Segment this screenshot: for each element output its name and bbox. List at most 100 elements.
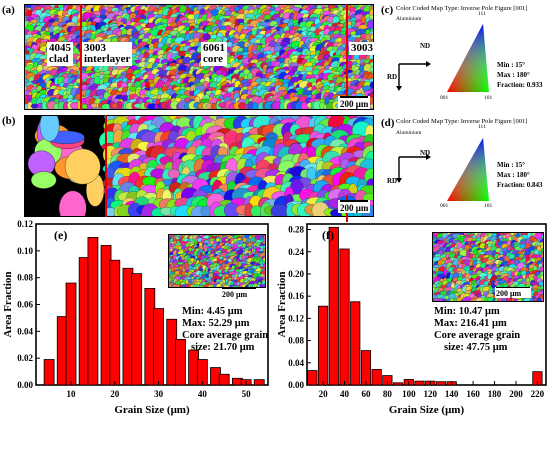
panel-a-letter: (a) [2,4,15,16]
ipf-triangle-d [447,138,489,201]
xtick-label-4: 50 [242,389,252,399]
x-axis-title: Grain Size (μm) [114,404,190,416]
bar-e-0 [43,359,55,386]
bar-e-4 [87,237,99,386]
axis-nd-d: ND [420,149,431,157]
ytick-label-0: 0.00 [17,380,33,390]
tri-label-top-d: 111 [478,124,486,130]
x-axis-title: Grain Size (μm) [389,404,465,416]
bar-f-1 [317,305,329,386]
tri-label-left-c: 001 [440,95,449,101]
xtick-label-1: 20 [110,389,120,399]
ytick-label-7: 0.28 [288,225,304,235]
panel-f-letter: (f) [322,228,334,242]
legend-d-max: Max : 180° [497,171,530,179]
interface-line-b1 [105,115,107,217]
ytick-label-1: 0.02 [17,353,33,363]
panel-e-letter: (e) [54,228,68,242]
axis-nd-c: ND [420,42,431,50]
xtick-label-9: 200 [509,389,523,399]
legend-c-max: Max : 180° [497,71,530,79]
xtick-label-0: 10 [67,389,77,399]
legend-c-min: Min : 15° [497,61,526,69]
ytick-label-5: 0.10 [17,246,33,256]
ytick-label-3: 0.12 [288,313,304,323]
bar-e-2 [65,282,77,386]
legend-c-material: Aluminium [396,16,422,22]
ytick-label-2: 0.08 [288,336,304,346]
bar-f-4 [350,301,361,386]
region-label-core: 6061 core [201,42,227,66]
panel-b-letter: (b) [2,115,16,127]
axis-rd-c: RD [387,73,398,81]
axes-icon-d [396,154,431,183]
grain-texture [98,116,373,216]
ytick-label-4: 0.16 [288,291,304,301]
bar-e-6 [109,259,121,386]
ytick-label-2: 0.04 [17,326,33,336]
xtick-label-3: 80 [383,389,393,399]
ytick-label-5: 0.20 [288,269,304,279]
inset-map-e [168,234,266,288]
xtick-label-1: 40 [340,389,350,399]
scale-bar-b: 200 μm [338,200,371,213]
bar-f-0 [307,370,318,386]
region-label-clad: 4045 clad [47,42,73,66]
ytick-label-6: 0.12 [17,220,33,229]
bar-f-10 [414,380,425,386]
legend-d-title: Color Coded Map Type: Inverse Pole Figur… [396,118,528,125]
grain-texture [25,5,373,109]
bar-e-16 [218,373,230,386]
legend-d-min: Min : 15° [497,161,526,169]
marker-tick [346,217,348,222]
legend-d-fraction: Fraction: 0.843 [497,181,543,189]
xtick-label-3: 40 [198,389,208,399]
tri-label-right-c: 101 [484,95,493,101]
histogram-f: 0.00 0.04 0.08 0.12 0.16 0.20 0.24 0.28 20 40 60 80… [276,223,547,416]
xtick-label-10: 220 [531,389,545,399]
y-axis-title: Area Fraction [276,271,288,337]
tri-label-right-d: 101 [484,203,493,209]
xtick-label-2: 30 [154,389,164,399]
tri-label-left-d: 001 [440,203,449,209]
xtick-label-0: 20 [319,389,329,399]
bar-f-3 [339,248,350,386]
ytick-label-3: 0.06 [17,300,33,310]
legend-d-material: Aluminium [396,130,422,136]
ytick-label-4: 0.08 [17,273,33,283]
scale-bar-a: 200 μm [338,96,371,109]
tri-label-top-c: 111 [478,11,486,17]
inset-f-scale: 200 μm [495,287,531,298]
y-axis-title: Area Fraction [2,271,14,337]
region-label-3003-right: 3003 [349,42,375,55]
axis-rd-d: RD [387,177,398,185]
bar-f-6 [371,369,382,386]
bar-e-19 [253,379,265,386]
grain-texture [433,233,543,301]
bar-f-12 [435,381,447,386]
ytick-label-0: 0.00 [288,380,304,390]
bar-f-5 [360,350,372,386]
histogram-e: 0.00 0.02 0.04 0.06 0.08 0.10 0.12 10 20 30 40 50 Gr… [2,220,269,416]
stats-f: Min: 10.47 μm Max: 216.41 μm Core averag… [434,306,521,353]
legend-c-title: Color Coded Map Type: Inverse Pole Figur… [396,5,528,12]
inset-grain-map-e [169,235,265,287]
legend-c-fraction: Fraction: 0.933 [497,81,543,89]
xtick-label-8: 180 [488,389,502,399]
axes-icon-c [396,61,431,91]
ytick-label-1: 0.04 [288,358,304,368]
ebsd-map-a [24,4,374,110]
ebsd-map-b [24,115,374,217]
ipf-grain-map-a [25,5,373,109]
bar-e-12 [175,338,186,386]
interface-line-a2 [346,4,348,110]
bar-f-2 [328,226,339,386]
xtick-label-7: 160 [466,389,480,399]
bar-e-8 [131,273,143,386]
panel-c-letter: (c) [381,4,394,16]
inset-e-scale: 200 μm [222,288,256,299]
xtick-label-4: 100 [402,389,416,399]
interface-line-a1 [80,4,82,110]
region-label-interlayer: 3003 interlayer [82,42,133,66]
xtick-label-6: 140 [445,389,459,399]
